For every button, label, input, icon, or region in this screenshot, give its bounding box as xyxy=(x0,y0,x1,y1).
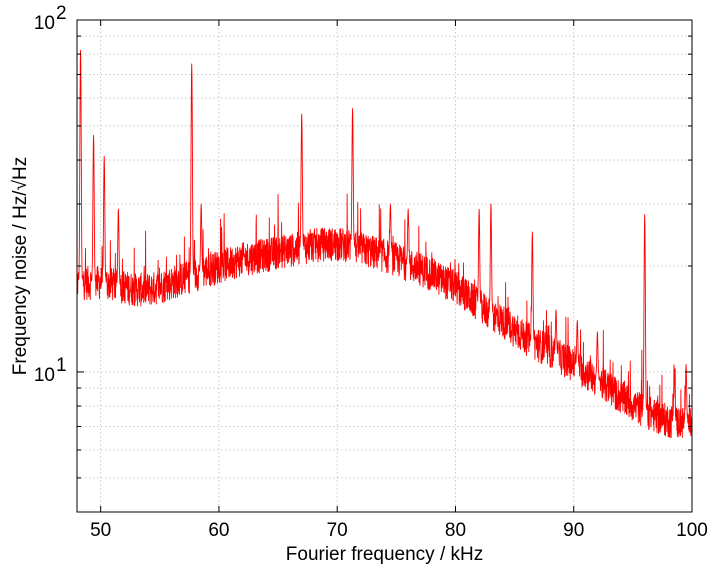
series-line xyxy=(76,49,693,439)
y-tick-label-exponent: 2 xyxy=(56,3,67,24)
x-tick-labels: 50 60 70 80 90 100 xyxy=(90,520,708,541)
y-tick-label-exponent: 1 xyxy=(56,355,67,376)
x-tick-label: 100 xyxy=(676,520,708,541)
plot-frame xyxy=(76,19,693,513)
x-axis-label: Fourier frequency / kHz xyxy=(286,544,483,565)
ticks xyxy=(77,20,693,513)
series-layer xyxy=(76,49,693,439)
x-tick-label: 80 xyxy=(445,520,466,541)
x-tick-label: 70 xyxy=(327,520,348,541)
y-axis-label: Frequency noise / Hz/√Hz xyxy=(10,157,31,375)
x-tick-label: 90 xyxy=(563,520,584,541)
grid xyxy=(77,19,693,513)
y-tick-label: 10 1 xyxy=(34,355,67,386)
x-tick-label: 60 xyxy=(208,520,229,541)
y-tick-label: 10 2 xyxy=(34,3,67,34)
y-tick-label-base: 10 xyxy=(34,365,55,386)
y-tick-label-base: 10 xyxy=(34,13,55,34)
x-tick-label: 50 xyxy=(90,520,111,541)
